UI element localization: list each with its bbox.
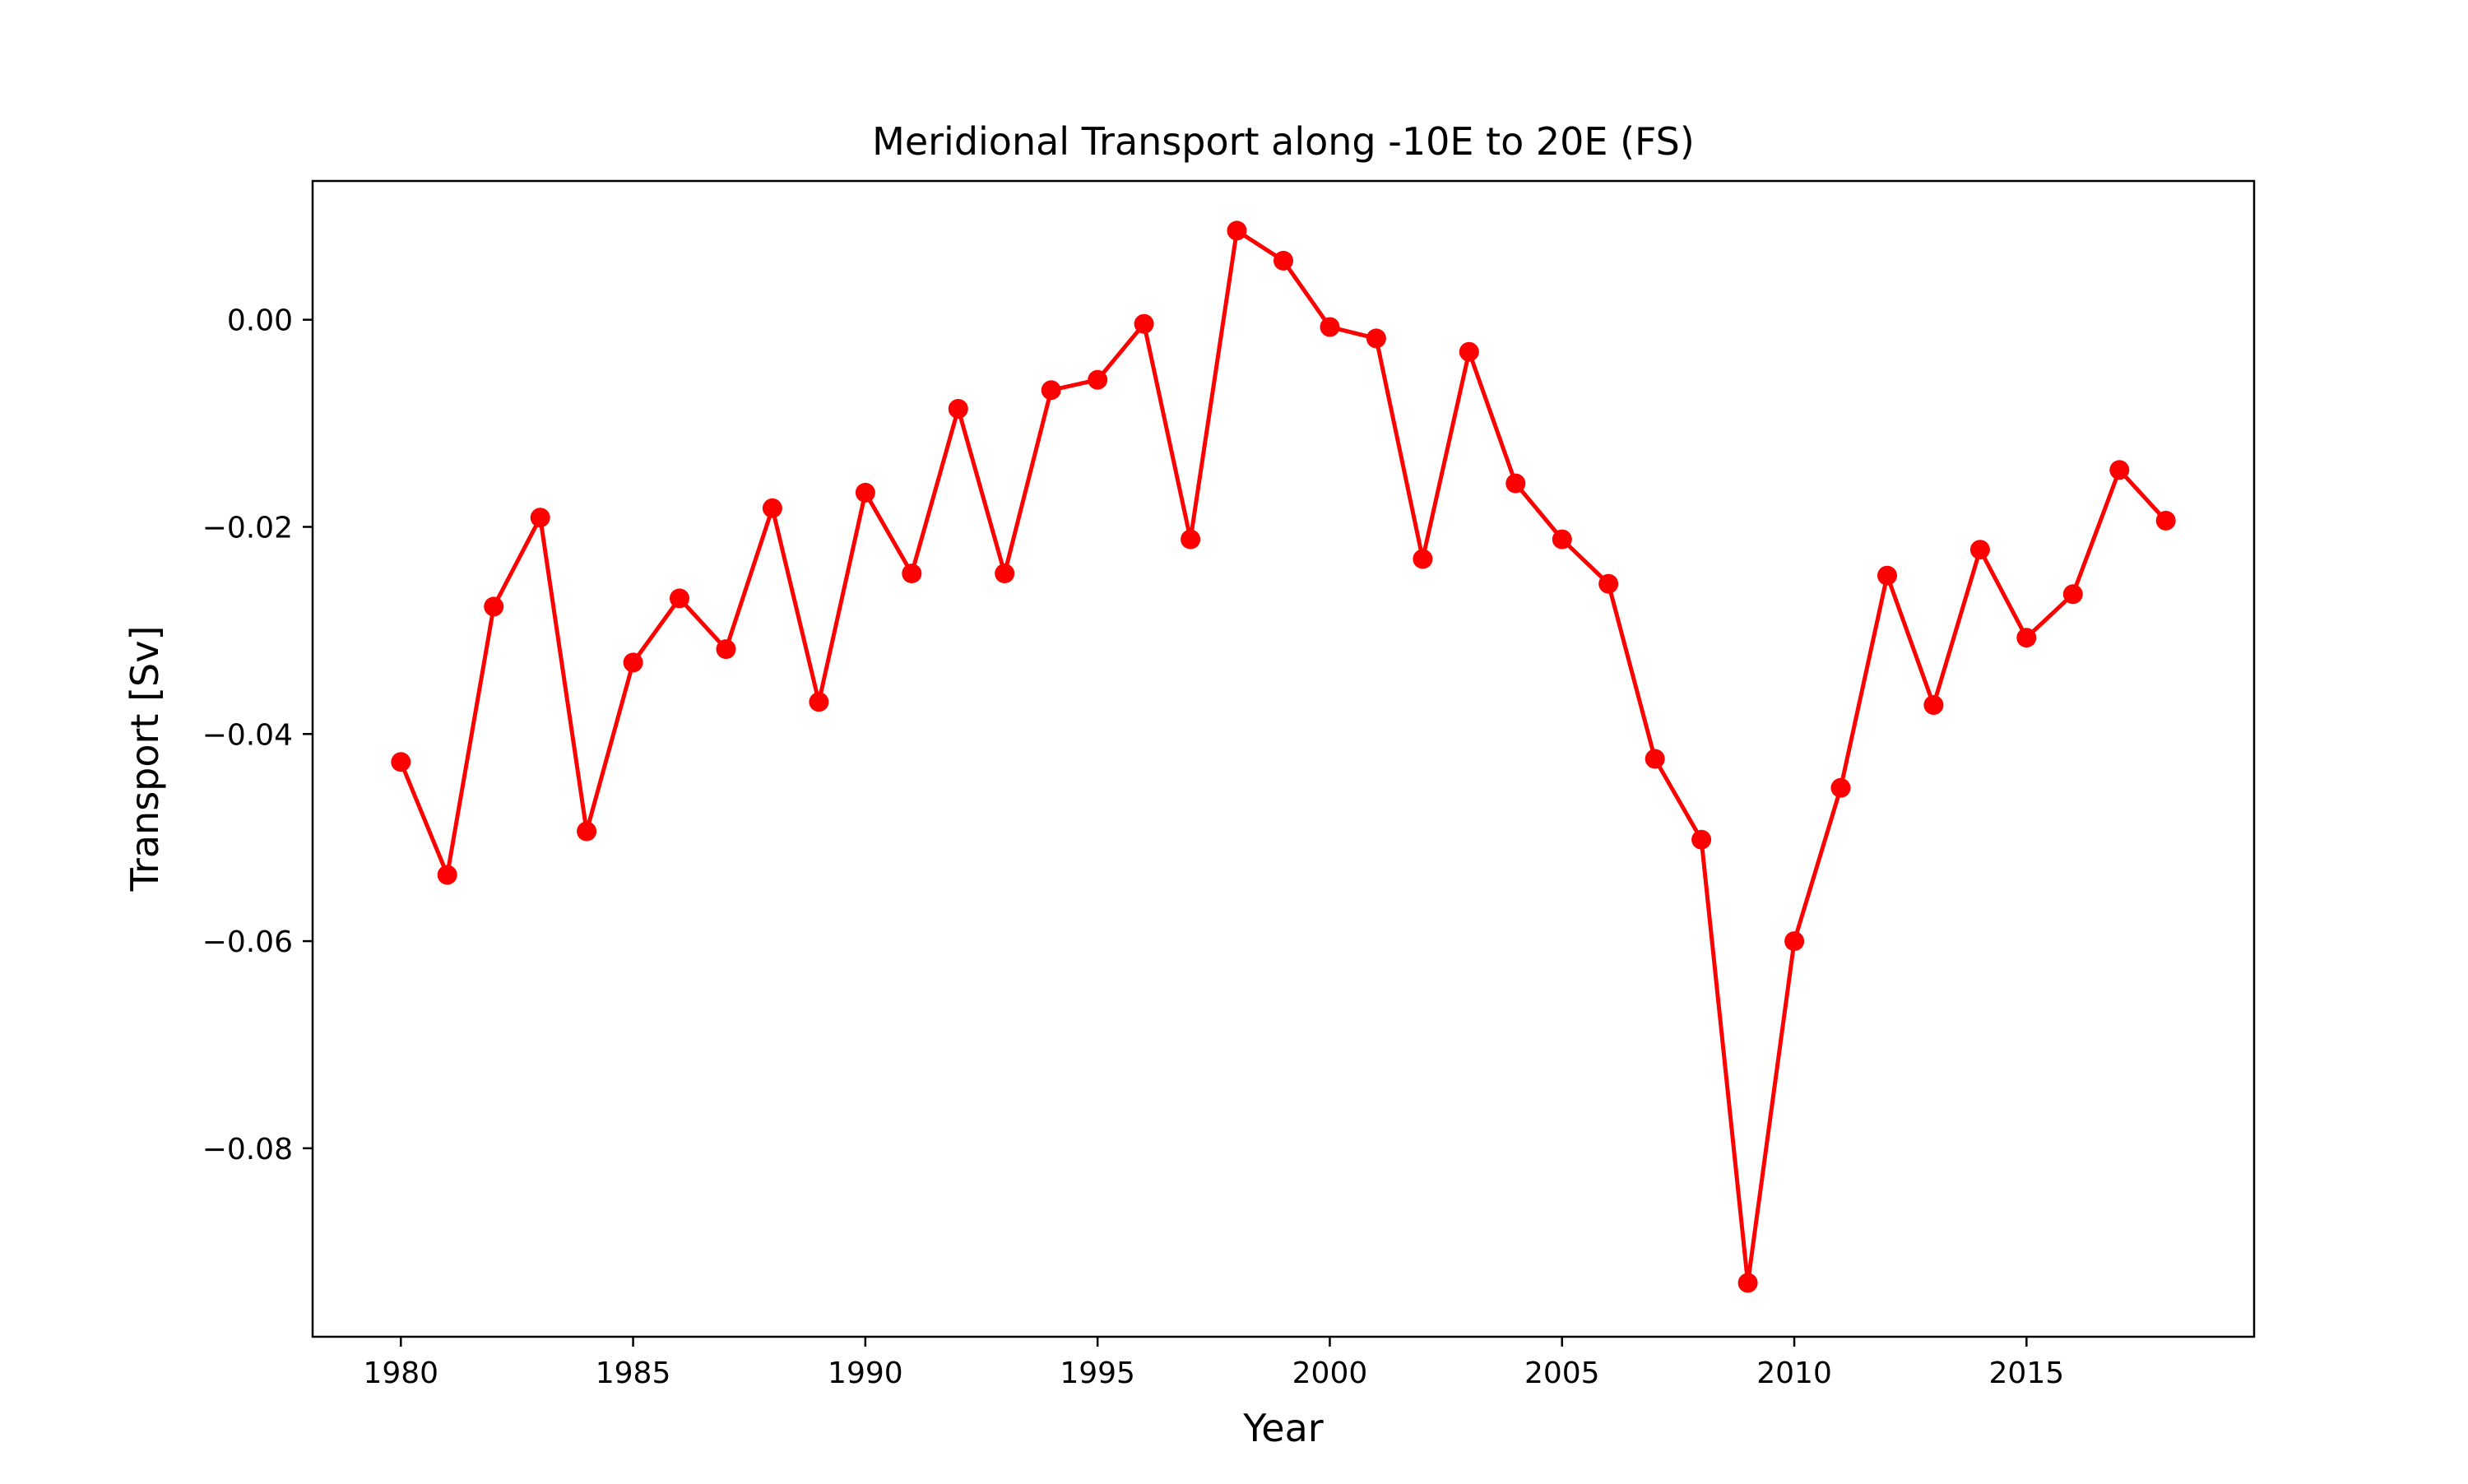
x-axis-label: Year	[1242, 1406, 1323, 1450]
data-point-1995	[1088, 369, 1108, 390]
data-point-2010	[1784, 931, 1805, 952]
x-tick-label: 1985	[596, 1356, 671, 1390]
y-axis-label: Transport [Sv]	[123, 626, 167, 893]
data-point-2002	[1413, 549, 1433, 569]
data-point-2007	[1645, 749, 1665, 769]
x-tick-label: 2015	[1989, 1356, 2065, 1390]
data-point-1991	[902, 563, 922, 584]
data-point-2018	[2155, 510, 2176, 531]
data-point-2009	[1737, 1273, 1758, 1293]
plot-series	[391, 220, 2176, 1293]
data-point-2004	[1505, 473, 1526, 494]
data-point-1982	[484, 596, 504, 617]
data-point-1992	[948, 399, 968, 419]
y-axis-ticks: 0.00 −0.02 −0.04 −0.06 −0.08	[202, 304, 313, 1166]
data-point-2016	[2062, 584, 2083, 605]
data-point-2000	[1320, 317, 1340, 337]
y-tick-label: 0.00	[227, 304, 293, 338]
data-point-2014	[1969, 540, 1990, 560]
x-tick-label: 1990	[828, 1356, 903, 1390]
data-point-1998	[1227, 220, 1247, 241]
x-tick-label: 1980	[363, 1356, 438, 1390]
data-point-1997	[1181, 529, 1201, 550]
data-point-1983	[530, 508, 550, 528]
x-tick-label: 2005	[1524, 1356, 1600, 1390]
data-point-1990	[855, 482, 875, 503]
data-point-1984	[577, 821, 597, 842]
data-point-1980	[391, 752, 411, 772]
data-point-2003	[1459, 341, 1479, 362]
data-point-1985	[623, 652, 643, 673]
x-tick-label: 2010	[1756, 1356, 1832, 1390]
x-axis-ticks: 1980 1985 1990 1995 2000 2005 2010 2015	[363, 1337, 2064, 1390]
data-point-1993	[995, 563, 1015, 584]
x-tick-label: 1995	[1060, 1356, 1135, 1390]
data-point-1981	[437, 865, 457, 885]
data-point-1994	[1041, 380, 1061, 401]
data-point-2012	[1877, 565, 1897, 586]
data-point-2017	[2109, 460, 2130, 480]
data-point-2006	[1598, 573, 1619, 594]
y-tick-label: −0.04	[202, 718, 293, 752]
data-point-2001	[1366, 328, 1386, 349]
data-point-2005	[1552, 529, 1572, 550]
data-point-1987	[716, 639, 736, 660]
data-point-2008	[1691, 829, 1712, 850]
data-point-1989	[809, 692, 829, 712]
plot-frame	[311, 179, 2256, 1338]
data-point-2011	[1830, 777, 1851, 798]
x-tick-label: 2000	[1292, 1356, 1368, 1390]
chart-title: Meridional Transport along -10E to 20E (…	[872, 119, 1695, 164]
data-point-1986	[670, 588, 689, 609]
data-point-1996	[1134, 313, 1154, 334]
data-point-1988	[762, 498, 782, 518]
data-point-1999	[1273, 250, 1293, 271]
data-point-2013	[1923, 695, 1944, 715]
y-tick-label: −0.06	[202, 925, 293, 959]
y-tick-label: −0.02	[202, 511, 293, 545]
y-tick-label: −0.08	[202, 1133, 293, 1166]
data-point-2015	[2016, 628, 2037, 648]
